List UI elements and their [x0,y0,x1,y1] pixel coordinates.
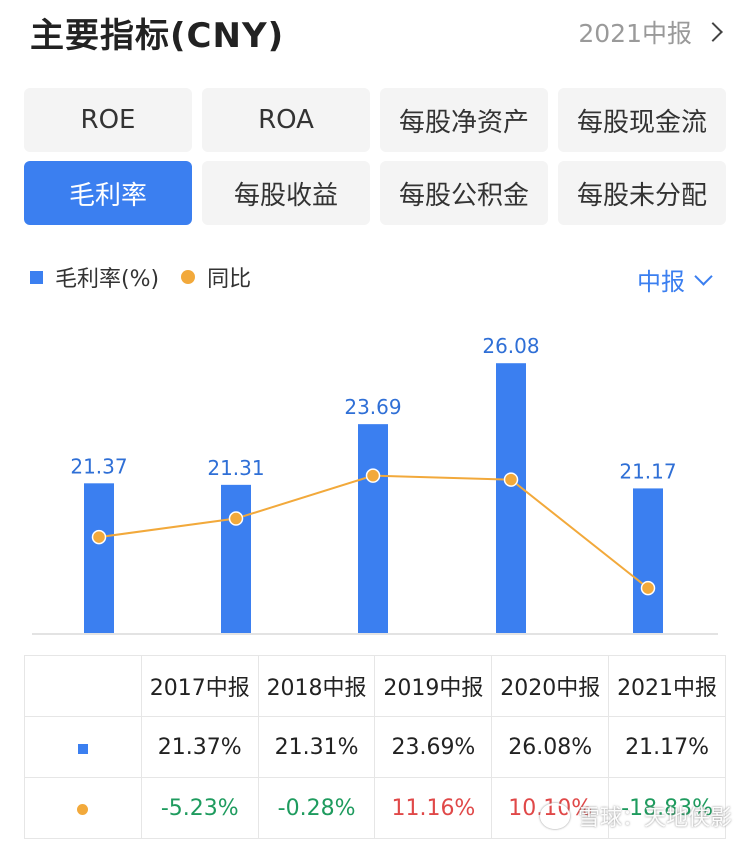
table-row: -5.23% -0.28% 11.16% 10.10% -18.83% [24,777,726,839]
bar-value-label: 21.37 [70,454,127,478]
table-corner [24,655,142,717]
metric-tab-undistributed-per-share[interactable]: 每股未分配 [558,161,726,225]
chevron-down-icon [694,267,713,286]
bar-row-marker [24,716,142,778]
line-legend-label: 同比 [207,267,252,292]
bar-value-label: 21.31 [207,456,264,480]
bar [221,484,251,633]
table-row: 21.37% 21.31% 23.69% 26.08% 21.17% [24,716,726,778]
metric-tab-cash-flow-per-share[interactable]: 每股现金流 [558,88,726,152]
table-cell: 23.69% [374,716,493,778]
bar [358,424,388,633]
period-select-label: 中报 [637,268,685,296]
header: 主要指标(CNY) 2021中报 [0,0,750,70]
metric-tab-roe[interactable]: ROE [24,88,192,152]
line-legend-marker [181,270,196,284]
table-header: 2020中报 [491,655,610,717]
gross-margin-chart: 21.37 21.31 23.69 26.08 21.17 [32,334,718,635]
table-header: 2017中报 [140,655,259,717]
chevron-right-icon [703,22,723,42]
period-select[interactable]: 中报 [637,262,713,297]
metric-tabs: ROE ROA 每股净资产 每股现金流 毛利率 每股收益 每股公积金 每股未分配 [24,88,728,225]
table-header: 2018中报 [257,655,376,717]
metric-tab-eps[interactable]: 每股收益 [202,161,370,225]
bar-legend-label: 毛利率(%) [55,267,160,292]
snowball-logo-icon [539,803,570,829]
table-cell: 26.08% [491,716,610,778]
bar [496,363,526,633]
line-row-marker [24,777,142,839]
period-report-link[interactable]: 2021中报 [578,14,726,50]
bar [633,488,663,633]
table-cell: -18.83% [608,777,726,839]
bar-value-label: 21.17 [619,459,676,483]
table-cell: 21.17% [608,716,726,778]
watermark: 雪球：天地侠影 [539,800,732,832]
yoy-point [640,580,656,596]
metric-tab-gross-margin[interactable]: 毛利率 [24,161,192,225]
chart-legend: 毛利率(%) 同比 [30,262,251,292]
yoy-point [228,511,244,526]
table-cell: 11.16% [374,777,493,839]
yoy-point [503,472,519,487]
table-header-row: 2017中报 2018中报 2019中报 2020中报 2021中报 [24,655,726,717]
table-header: 2019中报 [374,655,493,717]
yoy-point [91,529,107,545]
watermark-text: 雪球：天地侠影 [577,806,732,831]
bar-marker-icon [77,743,88,754]
data-table: 2017中报 2018中报 2019中报 2020中报 2021中报 21.37… [24,655,726,839]
table-cell: 21.31% [257,716,376,778]
bar-legend-marker [30,270,43,284]
table-cell: -0.28% [257,777,376,839]
bar-value-label: 26.08 [482,334,539,358]
table-cell: 21.37% [140,716,259,778]
period-report-label: 2021中报 [578,19,692,48]
metric-tab-reserve-per-share[interactable]: 每股公积金 [380,161,548,225]
page-title: 主要指标(CNY) [30,16,285,56]
bar-value-label: 23.69 [344,395,401,419]
yoy-point [365,468,381,483]
table-header: 2021中报 [608,655,726,717]
bar [84,483,114,633]
line-marker-icon [77,803,89,815]
metric-tab-net-assets-per-share[interactable]: 每股净资产 [380,88,548,152]
metric-tab-roa[interactable]: ROA [202,88,370,152]
table-cell: -5.23% [140,777,259,839]
